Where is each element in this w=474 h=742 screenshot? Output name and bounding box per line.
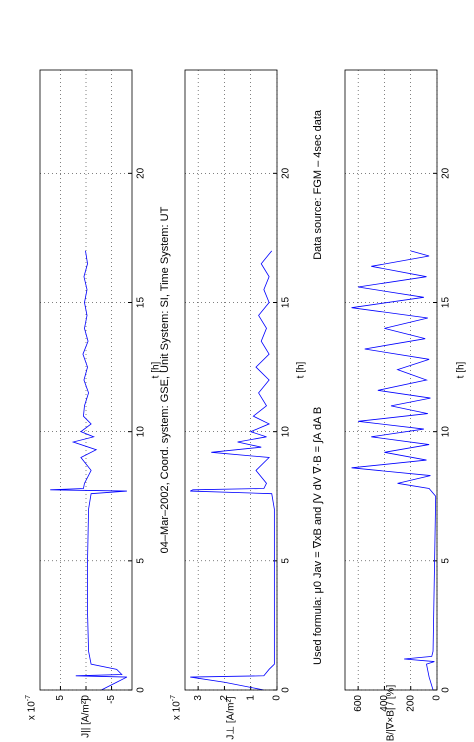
x-tick-label: 5 [136, 558, 147, 564]
y-axis-label: J|| [A/m²] [81, 698, 92, 738]
y-tick-label: 0 [81, 695, 92, 701]
x-tick-label: 20 [281, 167, 292, 179]
x-tick-label: 15 [281, 297, 292, 309]
x-tick-label: 20 [441, 167, 452, 179]
y-tick-label: 200 [405, 695, 416, 712]
axes-box [344, 69, 438, 691]
x-tick-label: 15 [441, 297, 452, 309]
x-tick-label: 0 [281, 687, 292, 693]
x-tick-label: 10 [441, 426, 452, 438]
y-tick-label: 2 [219, 695, 230, 701]
data-line [351, 250, 437, 691]
y-tick-label: 3 [193, 695, 204, 701]
y-tick-label: 0 [272, 695, 283, 701]
y-tick-label: 400 [379, 695, 390, 712]
x-axis-label: t [h] [456, 361, 467, 378]
y-tick-label: -5 [106, 695, 117, 704]
x-tick-label: 5 [441, 558, 452, 564]
y-tick-label: 0 [432, 695, 443, 701]
y-axis-label: J⊥ [A/m²] [226, 696, 237, 739]
axes-box [184, 69, 278, 691]
x-tick-label: 10 [281, 426, 292, 438]
x-tick-label: 0 [136, 687, 147, 693]
data-line [50, 250, 128, 691]
y-axis-label: ∇·B/|∇×B| / [%] [386, 684, 397, 742]
y-tick-label: 1 [245, 695, 256, 701]
x-tick-label: 5 [281, 558, 292, 564]
x-tick-label: 15 [136, 297, 147, 309]
scale-exponent: -7 [25, 695, 32, 701]
figure-title: 04–Mar–2002, Coord. system: GSE, Unit Sy… [159, 206, 171, 553]
x-axis-label: t [h] [151, 361, 162, 378]
formula: Used formula: μ0 Jav = ∇xB and ∫V dV ∇·B… [312, 407, 324, 665]
axes-box [39, 69, 133, 691]
x-tick-label: 20 [136, 167, 147, 179]
data-source: Data source: FGM – 4sec data [312, 109, 324, 260]
x-tick-label: 0 [441, 687, 452, 693]
x-tick-label: 10 [136, 426, 147, 438]
y-tick-label: 5 [55, 695, 66, 701]
scale-exponent: -7 [170, 695, 177, 701]
data-line [190, 250, 275, 691]
y-tick-label: 600 [353, 695, 364, 712]
x-axis-label: t [h] [296, 361, 307, 378]
